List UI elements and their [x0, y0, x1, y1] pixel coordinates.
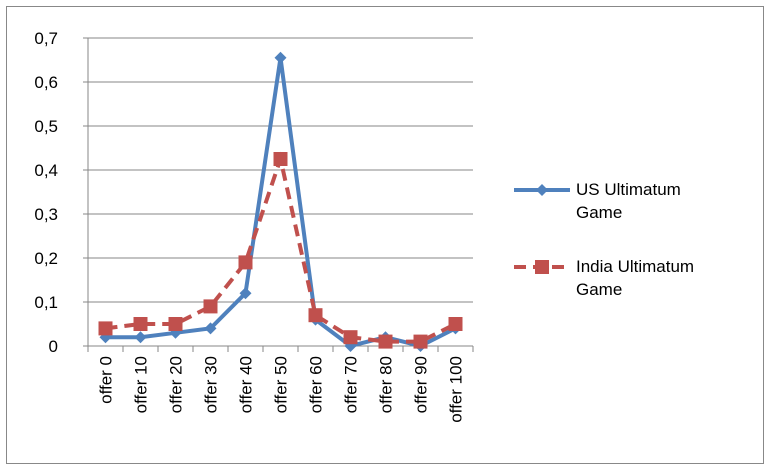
y-tick-label: 0,7 — [34, 29, 58, 48]
y-tick-label: 0,4 — [34, 161, 58, 180]
marker — [378, 334, 393, 349]
marker — [238, 255, 253, 270]
marker — [273, 152, 288, 166]
x-tick-label: offer 20 — [167, 356, 186, 413]
legend-label: India Ultimatum Game — [576, 257, 695, 299]
legend-label: US Ultimatum Game — [576, 180, 681, 222]
marker — [168, 317, 183, 331]
marker — [274, 51, 287, 64]
x-tick-label: offer 50 — [272, 356, 291, 413]
y-tick-label: 0 — [49, 337, 58, 356]
x-tick-label: offer 100 — [447, 356, 466, 423]
marker — [308, 308, 323, 323]
x-tick-label: offer 40 — [237, 356, 256, 413]
x-tick-label: offer 0 — [97, 356, 116, 404]
x-tick-label: offer 60 — [307, 356, 326, 413]
marker — [413, 334, 428, 349]
marker — [448, 317, 463, 331]
y-tick-label: 0,1 — [34, 293, 58, 312]
marker — [134, 331, 147, 344]
legend-marker — [536, 184, 548, 196]
y-tick-label: 0,2 — [34, 249, 58, 268]
marker — [98, 321, 113, 336]
x-tick-label: offer 10 — [132, 356, 151, 413]
marker — [343, 330, 358, 345]
y-tick-label: 0,6 — [34, 73, 58, 92]
legend-marker — [535, 260, 549, 274]
marker — [204, 322, 217, 335]
marker — [239, 287, 252, 300]
x-tick-label: offer 70 — [342, 356, 361, 413]
x-tick-label: offer 80 — [377, 356, 396, 413]
y-tick-label: 0,5 — [34, 117, 58, 136]
x-tick-label: offer 90 — [412, 356, 431, 413]
chart-border — [6, 6, 764, 464]
marker — [203, 299, 218, 314]
x-tick-label: offer 30 — [202, 356, 221, 413]
marker — [133, 317, 148, 331]
y-tick-label: 0,3 — [34, 205, 58, 224]
